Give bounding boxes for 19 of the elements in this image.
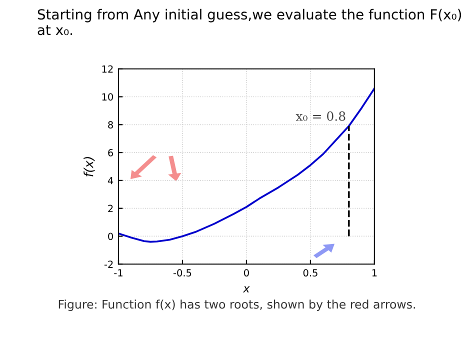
x-tick-label: -1 (114, 269, 122, 276)
y-tick-label: 12 (102, 65, 113, 73)
y-tick-label: 10 (102, 93, 113, 101)
chart-title: Starting from Any initial guess,we evaluate the function F(x₀) at x₀. (38, 8, 462, 36)
line-series (118, 87, 374, 243)
y-axis-title: f(x) (84, 156, 95, 176)
y-tick-label: 2 (108, 204, 113, 212)
x-tick-label: -0.5 (173, 269, 192, 277)
x-axis-title: x (242, 286, 250, 292)
y-tick-label: -2 (104, 260, 113, 268)
x-tick-label: 0 (244, 269, 249, 277)
y-tick-label: 6 (108, 149, 114, 156)
x-tick-label: 0.5 (303, 269, 318, 277)
x-tick-label: 1 (372, 269, 377, 276)
annotation: x₀ = 0.8 (296, 111, 346, 121)
y-tick-label: 4 (108, 177, 114, 184)
y-tick-label: 8 (108, 121, 113, 128)
y-tick-label: 0 (108, 232, 113, 240)
text: Figure: Function f(x) has two roots, shown by the red arrows. (58, 300, 415, 312)
